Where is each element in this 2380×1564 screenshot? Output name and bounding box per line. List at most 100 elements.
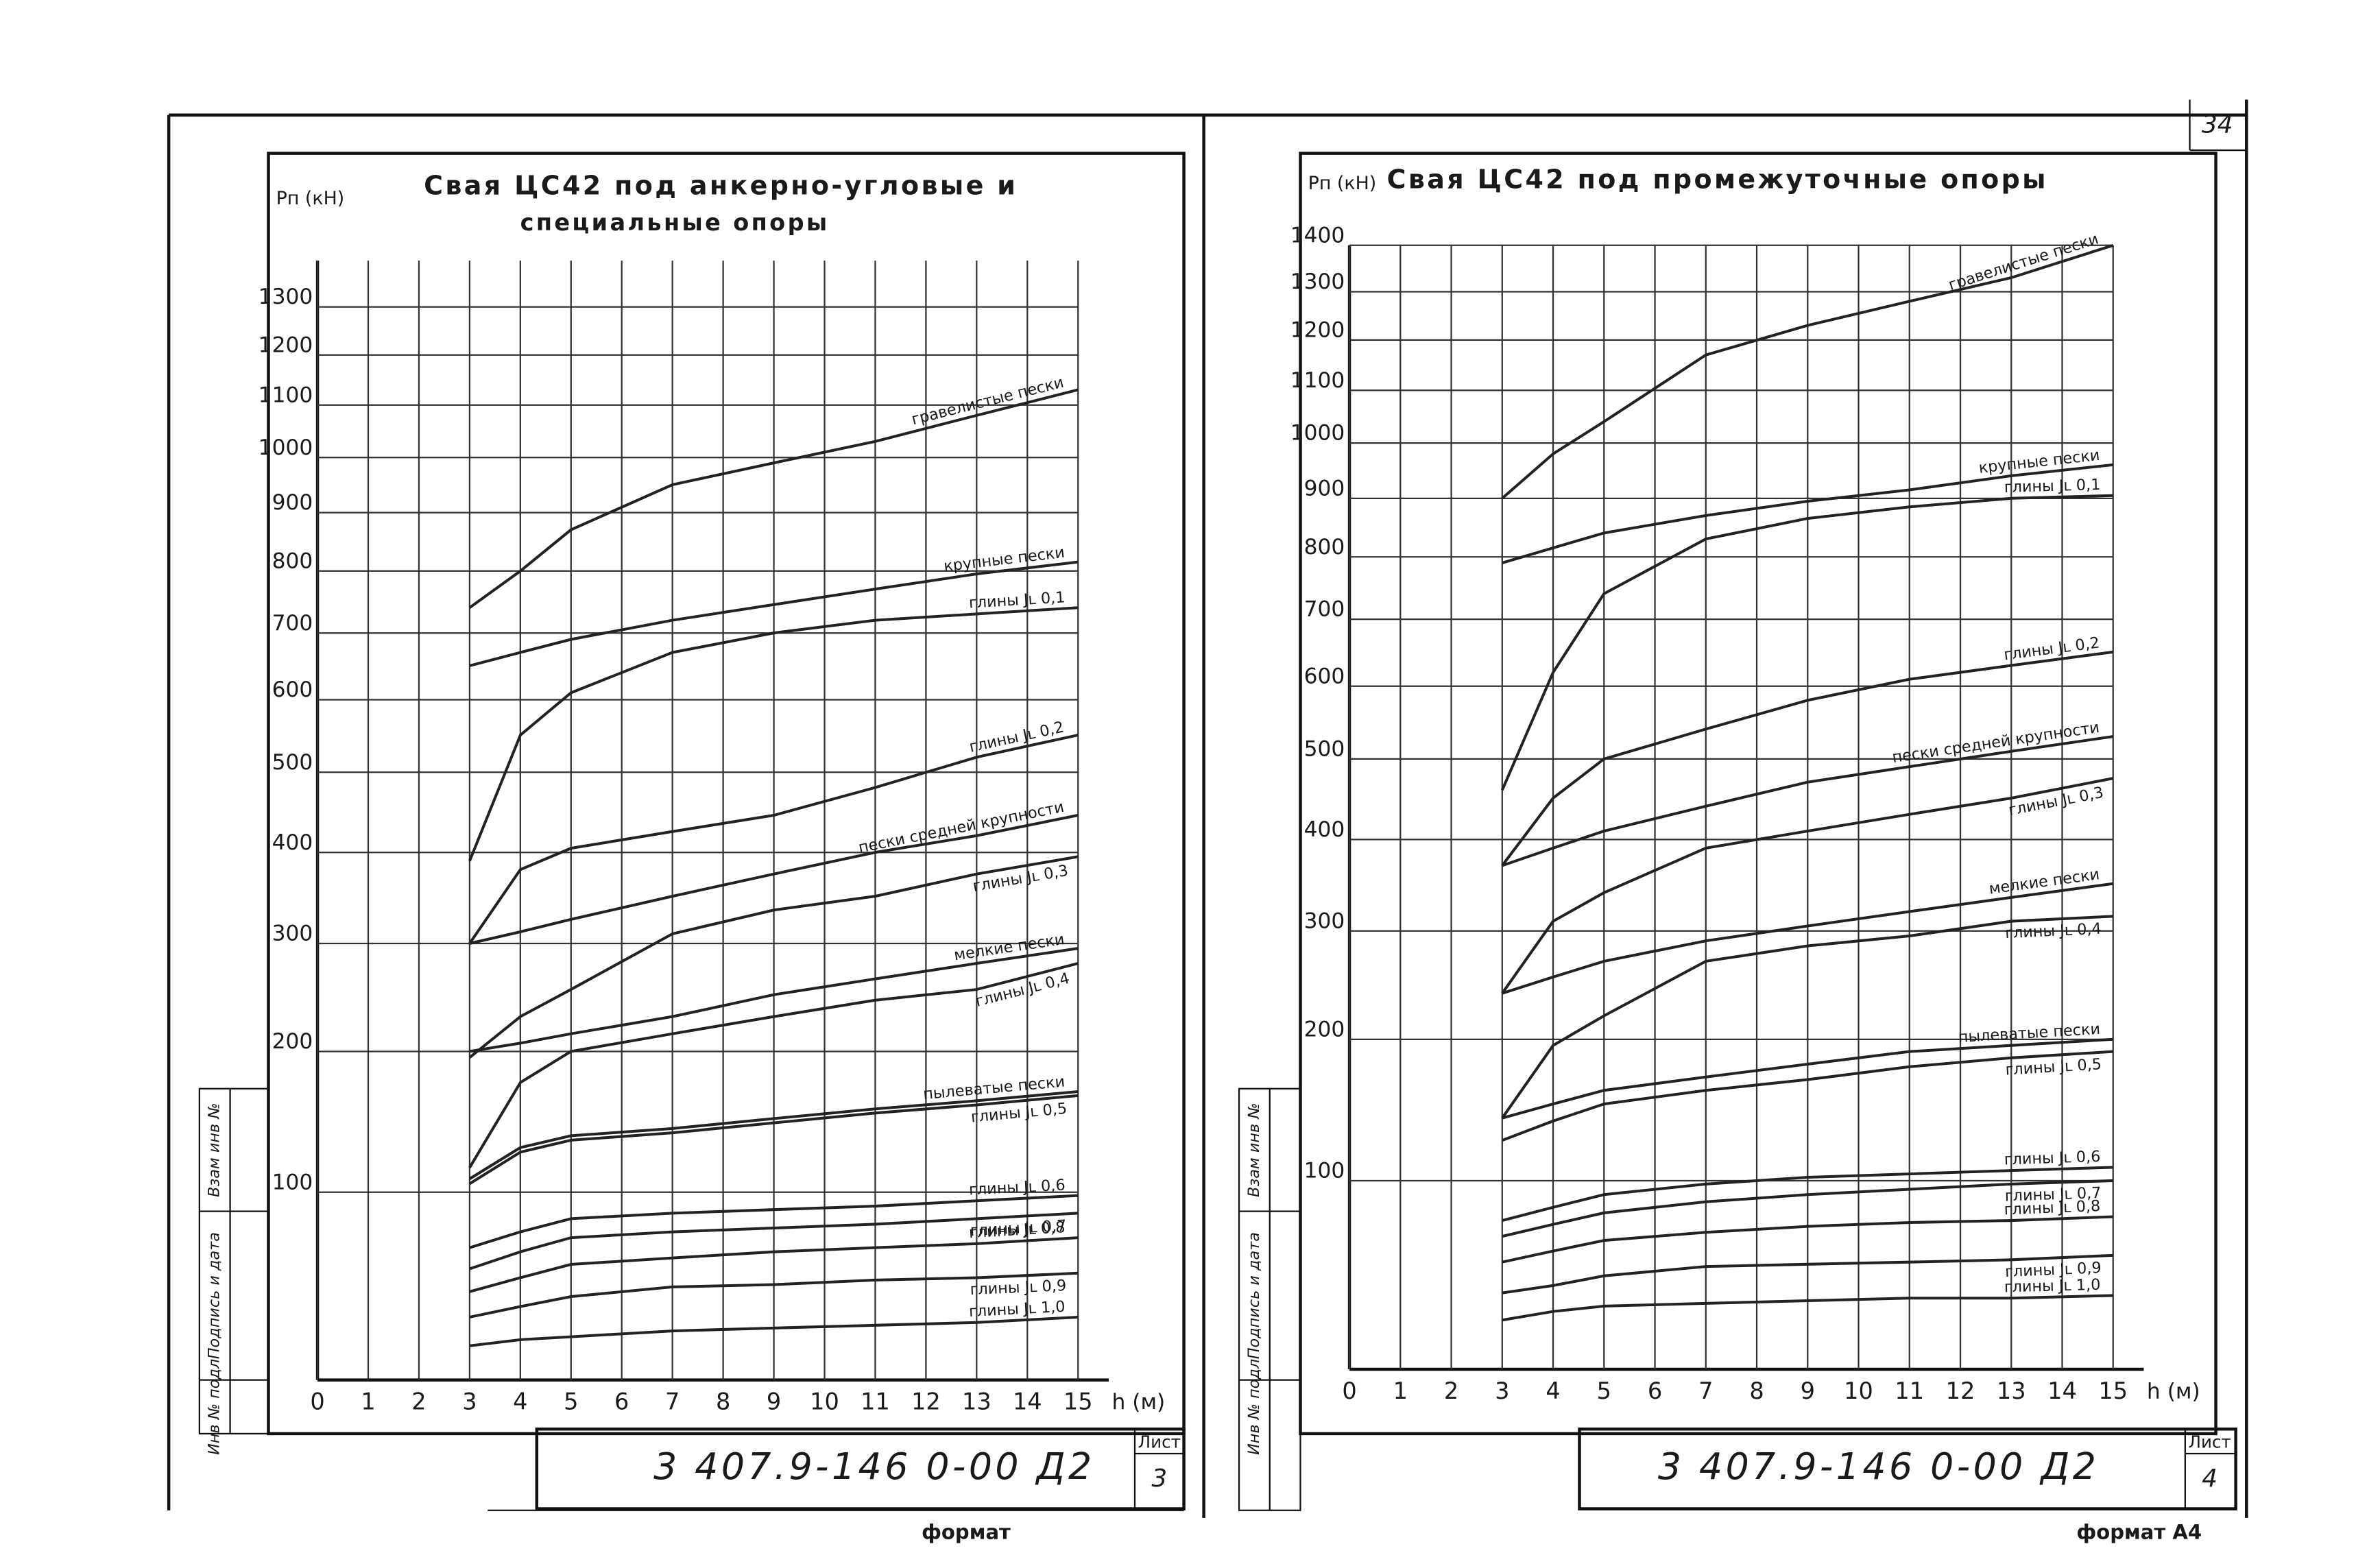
y-tick-label: 700 [272, 611, 313, 636]
x-tick-label: 14 [1013, 1388, 1042, 1415]
curve [468, 1090, 1079, 1180]
y-tick-label: 500 [272, 750, 313, 775]
curve [468, 962, 1079, 1168]
y-tick-label: 700 [1304, 597, 1345, 622]
y-tick-label: 300 [272, 922, 313, 946]
curve [469, 1212, 1079, 1271]
x-tick-label: 15 [1063, 1388, 1093, 1415]
curve [468, 606, 1079, 862]
chart-subtitle: специальные опоры [520, 209, 830, 236]
x-tick-label: 8 [716, 1388, 730, 1415]
sheet-frame [1299, 152, 2217, 1436]
x-tick-label: 1 [361, 1388, 375, 1415]
y-tick-label: 400 [272, 830, 313, 855]
y-tick-label: 1200 [1290, 317, 1345, 342]
y-tick-label: 1100 [1290, 368, 1345, 393]
sheet-label: Лист [2188, 1432, 2231, 1452]
curve [1502, 735, 2114, 867]
x-tick-label: 0 [310, 1388, 324, 1415]
x-tick-label: 2 [1444, 1377, 1458, 1404]
curve [1502, 882, 2114, 995]
y-tick-label: 800 [1304, 535, 1345, 560]
y-tick-label: 1300 [1290, 269, 1345, 294]
format-label: формат А4 [2076, 1520, 2202, 1543]
y-tick-label: 1400 [1290, 223, 1345, 248]
x-tick-label: 3 [462, 1388, 477, 1415]
x-axis-label: h (м) [2147, 1380, 2200, 1404]
curve [1501, 915, 2113, 1119]
curve [1502, 1037, 2113, 1120]
y-tick-label: 900 [272, 490, 313, 515]
curve [468, 734, 1079, 945]
x-axis-label: h (м) [1111, 1390, 1165, 1415]
x-tick-label: 15 [2098, 1377, 2128, 1404]
x-tick-label: 8 [1749, 1377, 1764, 1404]
side-stamp-label: Инв № подл [1245, 1359, 1263, 1455]
x-tick-label: 10 [810, 1388, 839, 1415]
x-tick-label: 11 [861, 1388, 890, 1415]
curve [1502, 1294, 2113, 1322]
sheet-number: 4 [2202, 1465, 2217, 1493]
chart-title: Свая ЦС42 под промежуточные опоры [1387, 164, 2048, 194]
curve [469, 1315, 1079, 1347]
y-tick-label: 500 [1304, 737, 1345, 762]
curve-label: глины Jʟ 1,0 [2004, 1276, 2101, 1297]
curve-label: глины Jʟ 0,8 [2004, 1197, 2100, 1218]
drawing-code: 3 407.9-146 0-00 Д2 [1658, 1445, 2100, 1488]
curve [1502, 1253, 2113, 1295]
y-tick-label: 1200 [259, 333, 313, 357]
page-number: 34 [2202, 110, 2233, 139]
x-tick-label: 13 [1997, 1377, 2026, 1404]
x-tick-label: 7 [1698, 1377, 1713, 1404]
side-stamp-label: Взам инв № [1245, 1103, 1263, 1197]
drawing-code: 3 407.9-146 0-00 Д2 [653, 1445, 1094, 1488]
x-tick-label: 6 [1648, 1377, 1662, 1404]
x-tick-label: 3 [1495, 1377, 1509, 1404]
y-tick-label: 1000 [1290, 421, 1345, 446]
curve [469, 1271, 1079, 1319]
side-stamp-label: Взам инв № [206, 1103, 224, 1197]
x-tick-label: 11 [1895, 1377, 1924, 1404]
curve [1502, 1166, 2113, 1223]
x-tick-label: 5 [564, 1388, 578, 1415]
charts: Свая ЦС42 под анкерно-угловые и специальн… [206, 164, 2231, 1543]
sheet-label: Лист [1138, 1432, 1181, 1452]
curve [468, 1094, 1079, 1186]
curve [469, 947, 1079, 1053]
x-tick-label: 0 [1342, 1377, 1356, 1404]
x-tick-label: 12 [911, 1388, 941, 1415]
chart-title: Свая ЦС42 под анкерно-угловые и [424, 170, 1018, 200]
x-tick-label: 6 [614, 1388, 629, 1415]
side-stamp-label: Подпись и дата [206, 1232, 224, 1359]
y-tick-label: 400 [1304, 817, 1345, 842]
curve [469, 814, 1079, 945]
y-tick-label: 1000 [259, 435, 313, 460]
title-block [1578, 1427, 2237, 1511]
curve [1502, 463, 2113, 564]
y-tick-label: 600 [272, 677, 313, 702]
curve [1501, 777, 2114, 994]
curve [469, 1194, 1079, 1249]
side-stamp-label: Инв № подл [206, 1359, 224, 1455]
y-axis-label: Pп (кН) [1308, 173, 1377, 194]
curve [469, 1236, 1079, 1293]
y-tick-label: 600 [1304, 664, 1345, 688]
curve [468, 388, 1079, 609]
curve [1502, 1215, 2113, 1264]
x-tick-label: 13 [962, 1388, 991, 1415]
y-tick-label: 100 [272, 1170, 313, 1194]
curve [1501, 650, 2114, 867]
x-tick-label: 14 [2047, 1377, 2077, 1404]
x-tick-label: 9 [767, 1388, 781, 1415]
x-tick-label: 4 [1546, 1377, 1560, 1404]
y-tick-label: 900 [1304, 476, 1345, 501]
y-tick-label: 200 [1304, 1017, 1345, 1042]
title-block [535, 1427, 1186, 1511]
x-tick-label: 1 [1393, 1377, 1408, 1404]
y-tick-label: 1300 [259, 285, 313, 309]
x-tick-label: 9 [1801, 1377, 1815, 1404]
curve-label: глины Jʟ 0,6 [2004, 1148, 2100, 1169]
x-tick-label: 5 [1597, 1377, 1611, 1404]
